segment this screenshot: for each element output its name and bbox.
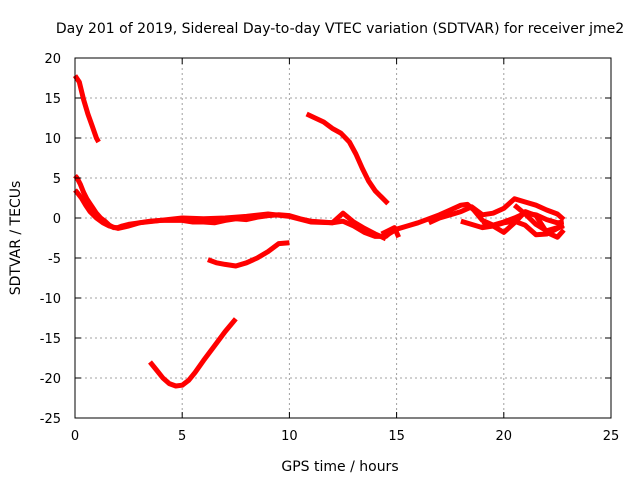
series-line-track-k — [148, 317, 238, 389]
y-tick-label: -10 — [40, 292, 61, 307]
y-tick-label: 5 — [53, 172, 61, 187]
series-line-track-j — [207, 240, 290, 269]
y-tick-label: -25 — [40, 412, 61, 427]
axis-ticks: 0 5 10 15 20 25 -25 -20 -15 -10 -5 0 5 10 15 20 — [40, 52, 620, 444]
x-tick-label: 5 — [178, 429, 186, 444]
y-tick-label: -20 — [40, 372, 61, 387]
y-tick-label: -15 — [40, 332, 61, 347]
y-axis-label: SDTVAR / TECUs — [8, 181, 24, 296]
x-tick-label: 15 — [388, 429, 405, 444]
x-tick-label: 20 — [496, 429, 513, 444]
series-line-track-e — [427, 196, 566, 226]
series-line-track-i — [380, 225, 401, 239]
chart-title: Day 201 of 2019, Sidereal Day-to-day VTE… — [56, 21, 624, 37]
series-line-track-c — [73, 188, 387, 242]
plot-frame — [74, 57, 612, 419]
x-tick-label: 10 — [281, 429, 298, 444]
y-tick-label: 0 — [53, 212, 61, 227]
data-series-group — [72, 74, 566, 389]
x-axis-label: GPS time / hours — [281, 459, 398, 475]
y-tick-label: 10 — [44, 132, 61, 147]
y-tick-label: 20 — [44, 52, 61, 67]
series-line-track-a — [72, 74, 101, 144]
y-tick-label: 15 — [44, 92, 61, 107]
y-tick-label: -5 — [48, 252, 61, 267]
x-tick-label: 25 — [603, 429, 620, 444]
series-line-track-l — [305, 111, 390, 206]
series-line-track-h — [512, 203, 565, 234]
x-tick-label: 0 — [71, 429, 79, 444]
